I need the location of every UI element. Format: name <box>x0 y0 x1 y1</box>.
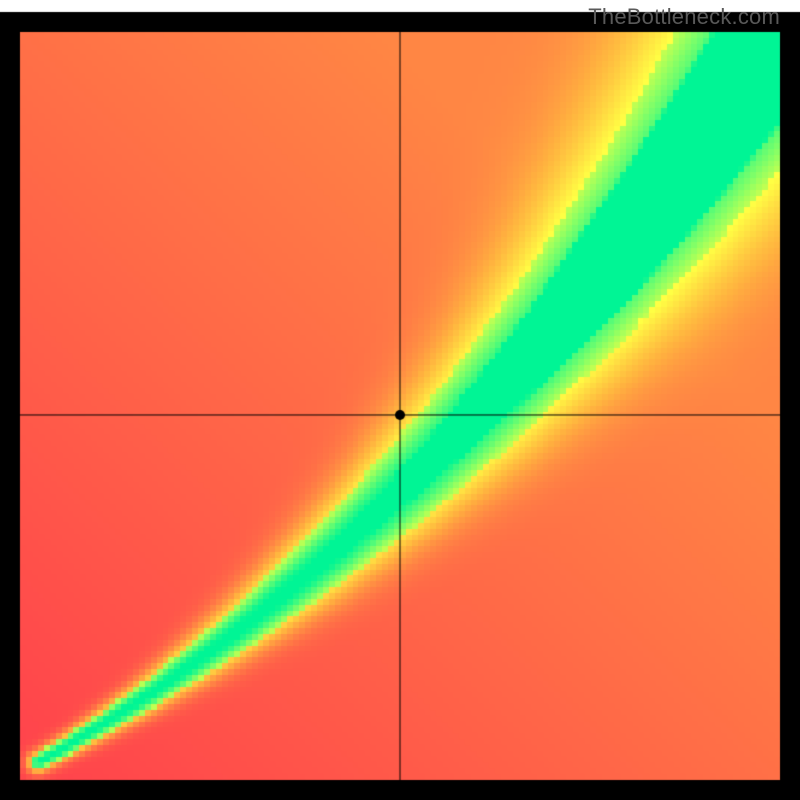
bottleneck-heatmap <box>0 0 800 800</box>
watermark-text: TheBottleneck.com <box>588 4 780 30</box>
